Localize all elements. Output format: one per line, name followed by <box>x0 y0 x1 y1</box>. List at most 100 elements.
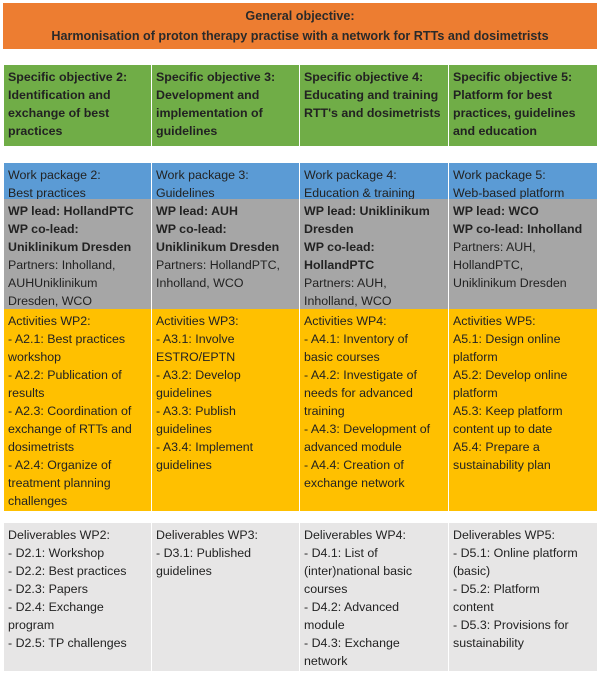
text-line: WP lead: WCO <box>453 204 539 218</box>
text-line: Activities WP2: <box>8 314 91 328</box>
text-line: - D5.2: Platform <box>453 582 540 596</box>
text-line: A5.2: Develop online <box>453 368 568 382</box>
objectives-cell: Specific objective 5: Platform for best pr… <box>448 65 597 146</box>
text-line: sustainability <box>453 636 524 650</box>
text-line: Guidelines <box>156 186 215 199</box>
text-line: Dresden <box>304 222 354 236</box>
header-subtitle: Harmonisation of proton therapy practise… <box>51 29 549 43</box>
text-line: Specific objective 3: <box>156 70 276 84</box>
text-line: (inter)national basic <box>304 564 413 578</box>
text-line: WP co-lead: <box>8 222 79 236</box>
text-line: content up to date <box>453 422 553 436</box>
text-line: Partners: AUH, <box>453 240 536 254</box>
text-line: Identification and <box>8 88 111 102</box>
text-line: Activities WP3: <box>156 314 239 328</box>
text-line: training <box>304 404 345 418</box>
text-line: - D4.3: Exchange <box>304 636 400 650</box>
text-line: Work package 2: <box>8 168 101 182</box>
text-line: - A3.4: Implement <box>156 440 254 454</box>
text-line: - D2.4: Exchange <box>8 600 104 614</box>
text-line: challenges <box>8 494 68 508</box>
text-line: platform <box>453 386 498 400</box>
objectives-cell: Specific objective 3: Development and impl… <box>151 65 299 146</box>
text-line: Uniklinikum Dresden <box>156 240 280 254</box>
text-line: Deliverables WP5: <box>453 528 555 542</box>
leads-cell: WP lead: Uniklinikum Dresden WP co-lead: Ho… <box>299 199 448 309</box>
text-line: Best practices <box>8 186 86 199</box>
text-line: - D3.1: Published <box>156 546 252 560</box>
text-line: Dresden, WCO <box>8 294 92 308</box>
text-line: Uniklinikum Dresden <box>8 240 132 254</box>
text-line: Educating and training <box>304 88 439 102</box>
text-line: advanced module <box>304 440 402 454</box>
text-line: Work package 5: <box>453 168 546 182</box>
text-line: dosimetrists <box>8 440 75 454</box>
text-line: guidelines <box>156 422 212 436</box>
work-packages-cell: Work package 4: Education & training <box>299 163 448 199</box>
text-line: exchange network <box>304 476 405 490</box>
text-line: - D4.2: Advanced <box>304 600 400 614</box>
text-line: needs for advanced <box>304 386 413 400</box>
text-line: - A4.3: Development of <box>304 422 431 436</box>
text-line: content <box>453 600 494 614</box>
text-line: A5.4: Prepare a <box>453 440 540 454</box>
text-line: treatment planning <box>8 476 111 490</box>
text-line: - D2.5: TP challenges <box>8 636 127 650</box>
activities-cell: Activities WP5: A5.1: Design online platfo… <box>448 309 597 511</box>
text-line: AUHUniklinikum <box>8 276 98 290</box>
text-line: Specific objective 2: <box>8 70 128 84</box>
text-line: guidelines <box>156 564 212 578</box>
text-line: Inholland, WCO <box>156 276 244 290</box>
text-line: Web-based platform <box>453 186 565 199</box>
activities-cell: Activities WP4: - A4.1: Inventory of basic… <box>299 309 448 511</box>
text-line: WP lead: Uniklinikum <box>304 204 430 218</box>
text-line: WP lead: AUH <box>156 204 238 218</box>
work-packages-cell: Work package 3: Guidelines <box>151 163 299 199</box>
deliverables-cell: Deliverables WP5: - D5.1: Online platform… <box>448 523 597 671</box>
text-line: A5.1: Design online <box>453 332 561 346</box>
text-line: program <box>8 618 55 632</box>
text-line: Activities WP4: <box>304 314 387 328</box>
text-line: Deliverables WP3: <box>156 528 258 542</box>
text-line: WP co-lead: <box>156 222 227 236</box>
text-line: Development and <box>156 88 260 102</box>
text-line: results <box>8 386 45 400</box>
text-line: practices <box>8 124 63 138</box>
activities-cell: Activities WP2: - A2.1: Best practices wor… <box>3 309 151 511</box>
text-line: HollandPTC, <box>453 258 524 272</box>
text-line: and education <box>453 124 537 138</box>
text-line: - A2.3: Coordination of <box>8 404 132 418</box>
text-line: - D2.1: Workshop <box>8 546 105 560</box>
leads-cell: WP lead: AUH WP co-lead: Uniklinikum Dresd… <box>151 199 299 309</box>
text-line: - A3.2: Develop <box>156 368 241 382</box>
general-objective: General objective: Harmonisation of prot… <box>3 3 597 49</box>
header-title: General objective: <box>245 9 355 23</box>
text-line: - D2.3: Papers <box>8 582 88 596</box>
text-line: guidelines <box>156 124 218 138</box>
text-line: Education & training <box>304 186 415 199</box>
text-line: Deliverables WP4: <box>304 528 406 542</box>
text-line: exchange of best <box>8 106 110 120</box>
text-line: ESTRO/EPTN <box>156 350 236 364</box>
text-line: - A4.4: Creation of <box>304 458 404 472</box>
deliverables-cell: Deliverables WP4: - D4.1: List of (inter)n… <box>299 523 448 671</box>
text-line: HollandPTC <box>304 258 375 272</box>
text-line: - A2.1: Best practices <box>8 332 126 346</box>
text-line: Deliverables WP2: <box>8 528 110 542</box>
work-packages-cell: Work package 5: Web-based platform <box>448 163 597 199</box>
text-line: Platform for best <box>453 88 553 102</box>
text-line: - A3.1: Involve <box>156 332 235 346</box>
text-line: WP co-lead: Inholland <box>453 222 583 236</box>
text-line: Uniklinikum Dresden <box>453 276 567 290</box>
objectives-cell: Specific objective 2: Identification and e… <box>3 65 151 146</box>
text-line: RTT's and dosimetrists <box>304 106 441 120</box>
text-line: Partners: Inholland, <box>8 258 116 272</box>
text-line: - A4.2: Investigate of <box>304 368 417 382</box>
text-line: - A3.3: Publish <box>156 404 236 418</box>
text-line: Specific objective 5: <box>453 70 573 84</box>
text-line: practices, guidelines <box>453 106 576 120</box>
deliverables-cell: Deliverables WP2: - D2.1: Workshop - D2.2:… <box>3 523 151 671</box>
text-line: basic courses <box>304 350 380 364</box>
text-line: platform <box>453 350 498 364</box>
